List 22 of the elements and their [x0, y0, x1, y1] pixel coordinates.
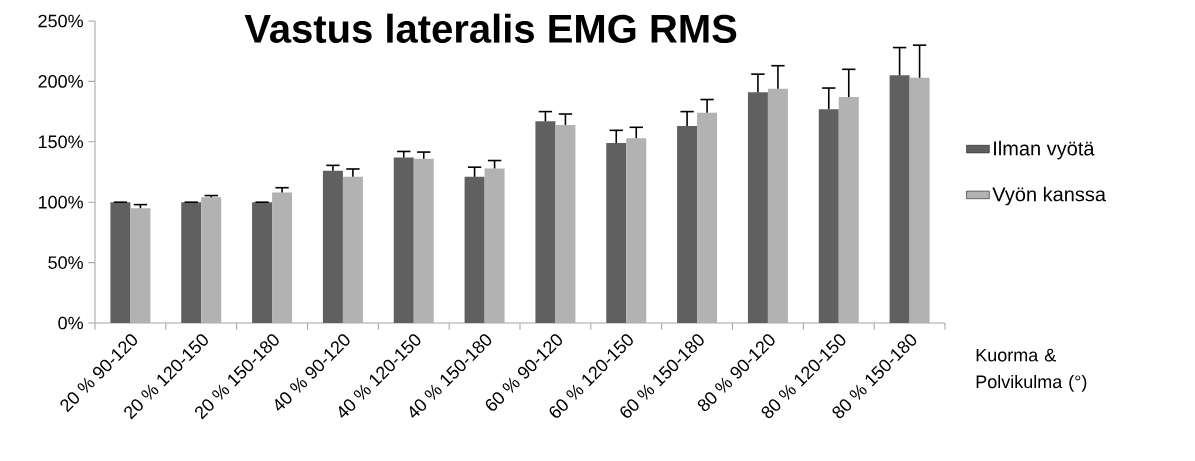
bar — [818, 109, 839, 323]
bar — [747, 92, 768, 323]
bar — [464, 176, 485, 323]
bar — [889, 75, 910, 323]
legend-label: Vyön kanssa — [992, 186, 1106, 206]
y-tick-label: 0% — [58, 316, 83, 330]
bar — [393, 157, 414, 323]
y-tick-label: 150% — [38, 135, 83, 149]
bar — [606, 143, 627, 323]
bar — [181, 202, 202, 323]
legend-label: Ilman vyötä — [994, 140, 1095, 160]
bar — [252, 202, 273, 323]
y-tick-label: 250% — [38, 14, 83, 28]
chart-title: Vastus lateralis EMG RMS — [244, 13, 737, 44]
y-tick-label: 200% — [38, 75, 83, 88]
bar — [677, 126, 698, 323]
y-tick-label: 100% — [38, 195, 83, 209]
bar — [110, 202, 131, 323]
bar — [322, 170, 343, 323]
bar — [535, 121, 556, 323]
x-axis-title: Kuorma & Polvikulma (°) — [976, 348, 1087, 392]
y-tick-label: 50% — [48, 256, 83, 269]
